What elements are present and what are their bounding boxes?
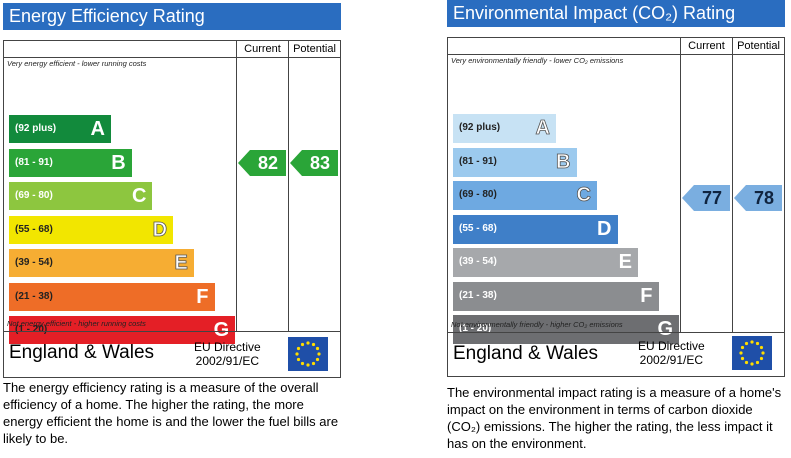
potential-rating-arrow: 83	[290, 149, 338, 176]
band-letter-label: E	[618, 251, 632, 273]
band-a: (92 plus) A	[453, 114, 556, 143]
eu-directive: EU Directive 2002/91/EC	[638, 339, 705, 367]
current-rating-arrow: 77	[682, 185, 730, 211]
band-letter-label: D	[597, 217, 612, 240]
current-rating-arrow: 82	[238, 149, 286, 176]
band-d: (55 - 68) D	[9, 215, 174, 244]
band-letter-label: G	[213, 319, 230, 341]
directive-line1: EU Directive	[638, 339, 705, 353]
band-letter-label: E	[174, 252, 188, 275]
band-letter-label: C	[131, 185, 147, 207]
potential-column-header: Potential	[732, 38, 784, 54]
band-e: (39 - 54) E	[453, 248, 638, 277]
directive-line1: EU Directive	[194, 340, 261, 354]
band-c: (69 - 80) C	[9, 182, 153, 210]
eu-flag-icon	[732, 336, 772, 370]
environmental-impact-panel: Environmental Impact (CO₂) Rating Curren…	[447, 0, 785, 451]
country-label: England & Wales	[9, 342, 155, 363]
band-b: (81 - 91) B	[9, 148, 132, 177]
footer: England & Wales EU Directive 2002/91/EC	[448, 333, 784, 378]
band-range-label: (39 - 54)	[459, 256, 497, 267]
band-letter-label: D	[152, 218, 168, 241]
band-d: (55 - 68) D	[453, 214, 618, 244]
current-column-header: Current	[680, 38, 732, 54]
band-g: (1 - 20) G	[9, 316, 236, 344]
bottom-note: Not environmentally friendly - higher CO…	[451, 320, 623, 329]
chart-title: Energy Efficiency Rating	[3, 3, 341, 30]
band-f: (21 - 38) F	[9, 282, 215, 311]
band-b: (81 - 91) B	[453, 147, 577, 177]
band-range-label: (92 plus)	[15, 123, 57, 134]
band-range-label: (69 - 80)	[459, 189, 497, 200]
potential-rating-arrow: 78	[734, 185, 782, 211]
band-range-label: (55 - 68)	[15, 223, 53, 235]
band-a: (92 plus) A	[9, 115, 111, 143]
eu-flag-icon	[288, 337, 328, 371]
top-note: Very energy efficient - lower running co…	[7, 59, 147, 68]
top-note: Very environmentally friendly - lower CO…	[451, 56, 624, 65]
country-label: England & Wales	[453, 343, 599, 364]
directive-line2: 2002/91/EC	[639, 353, 704, 367]
rating-chart: Current Potential Very environmentally f…	[447, 37, 785, 377]
band-range-label: (81 - 91)	[459, 155, 497, 167]
current-column-header: Current	[236, 41, 288, 57]
band-letter-label: C	[576, 184, 591, 207]
footer: England & Wales EU Directive 2002/91/EC	[4, 332, 340, 377]
band-range-label: (81 - 91)	[15, 156, 53, 168]
potential-rating-value: 83	[302, 149, 338, 176]
potential-rating-value: 78	[746, 185, 782, 211]
band-range-label: (39 - 54)	[15, 257, 53, 268]
band-range-label: (1 - 20)	[15, 324, 48, 335]
band-range-label: (69 - 80)	[15, 190, 53, 201]
band-c: (69 - 80) C	[453, 181, 597, 210]
rating-chart: Current Potential Very energy efficient …	[3, 40, 341, 378]
band-e: (39 - 54) E	[9, 249, 194, 277]
band-letter-label: A	[90, 118, 105, 140]
band-f: (21 - 38) F	[453, 281, 659, 311]
current-rating-value: 77	[694, 185, 730, 211]
band-letter-label: B	[111, 151, 126, 174]
band-letter-label: A	[535, 117, 550, 140]
band-letter-label: B	[556, 150, 571, 173]
bottom-note: Not energy efficient - higher running co…	[7, 319, 146, 328]
band-range-label: (21 - 38)	[15, 290, 53, 302]
chart-title: Environmental Impact (CO₂) Rating	[447, 0, 785, 27]
band-range-label: (55 - 68)	[459, 222, 497, 234]
current-rating-value: 82	[250, 149, 286, 176]
band-letter-label: F	[196, 285, 209, 308]
description: The environmental impact rating is a mea…	[447, 385, 782, 451]
band-letter-label: F	[640, 284, 653, 307]
band-letter-label: G	[657, 318, 673, 340]
directive-line2: 2002/91/EC	[195, 354, 260, 368]
eu-directive: EU Directive 2002/91/EC	[194, 340, 261, 368]
band-range-label: (21 - 38)	[459, 289, 497, 301]
potential-column-header: Potential	[288, 41, 340, 57]
energy-efficiency-panel: Energy Efficiency Rating Current Potenti…	[3, 3, 341, 446]
description: The energy efficiency rating is a measur…	[3, 380, 339, 446]
band-range-label: (92 plus)	[459, 122, 501, 133]
band-range-label: (1 - 20)	[459, 323, 492, 334]
band-g: (1 - 20) G	[453, 315, 679, 344]
